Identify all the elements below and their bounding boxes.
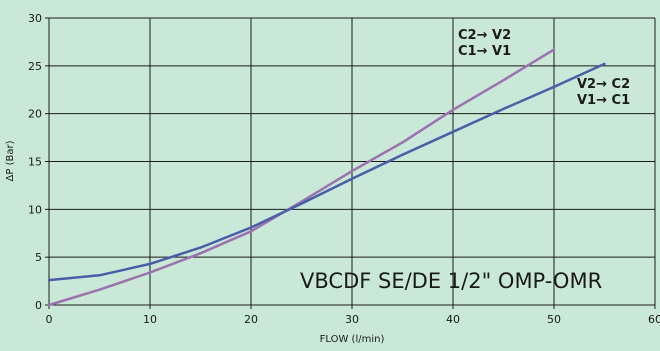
x-tick-label-0: 0 (46, 313, 53, 326)
x-tick-label-6: 60 (648, 313, 660, 326)
y-tick-label-5: 25 (28, 60, 42, 73)
chart-annotation: VBCDF SE/DE 1/2" OMP-OMR (300, 269, 602, 293)
x-tick-label-5: 50 (547, 313, 561, 326)
series-lines (47, 48, 606, 307)
series-2-label-line-2: V1→ C1 (577, 93, 630, 108)
y-axis-label: ΔP (Bar) (5, 140, 16, 181)
y-tick-label-2: 10 (28, 203, 42, 216)
y-tick-label-6: 30 (28, 12, 42, 25)
ticks: 0 10 20 30 40 50 60 0 5 10 15 20 25 30 (28, 12, 660, 326)
series-2-line (47, 62, 606, 282)
y-tick-label-1: 5 (35, 251, 42, 264)
y-tick-label-4: 20 (28, 108, 42, 121)
series-1-line (47, 48, 556, 307)
x-tick-label-3: 30 (345, 313, 359, 326)
series-2-label-line-1: V2→ C2 (577, 77, 630, 92)
series-1-label-line-1: C2→ V2 (458, 28, 511, 43)
y-tick-label-3: 15 (28, 156, 42, 169)
series-1-label-line-2: C1→ V1 (458, 44, 511, 59)
x-tick-label-2: 20 (244, 313, 258, 326)
x-axis-label: FLOW (l/min) (320, 334, 385, 345)
y-tick-label-0: 0 (35, 299, 42, 312)
x-tick-label-4: 40 (446, 313, 460, 326)
x-tick-label-1: 10 (143, 313, 157, 326)
